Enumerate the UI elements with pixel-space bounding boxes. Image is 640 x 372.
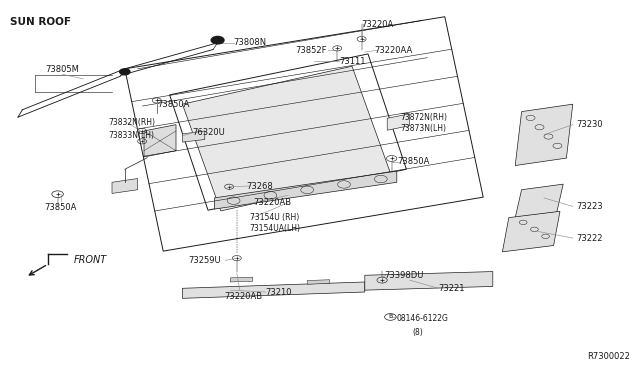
Text: 73833N(LH): 73833N(LH) bbox=[109, 131, 155, 140]
Polygon shape bbox=[182, 131, 205, 142]
Text: FRONT: FRONT bbox=[74, 256, 107, 265]
Text: 73210: 73210 bbox=[266, 288, 292, 296]
Polygon shape bbox=[144, 125, 176, 157]
Text: 73872N(RH): 73872N(RH) bbox=[400, 113, 447, 122]
Text: 08146-6122G: 08146-6122G bbox=[397, 314, 449, 323]
Polygon shape bbox=[230, 277, 253, 282]
Text: 73220A: 73220A bbox=[362, 20, 394, 29]
Circle shape bbox=[211, 36, 224, 44]
Text: 73850A: 73850A bbox=[397, 157, 429, 166]
Circle shape bbox=[120, 69, 130, 75]
Polygon shape bbox=[182, 282, 365, 298]
Polygon shape bbox=[112, 179, 138, 193]
Polygon shape bbox=[502, 211, 560, 252]
Text: 73850A: 73850A bbox=[45, 203, 77, 212]
Text: 73222: 73222 bbox=[576, 234, 602, 243]
Text: 73154U (RH): 73154U (RH) bbox=[250, 213, 299, 222]
Text: 73220AB: 73220AB bbox=[224, 292, 262, 301]
Text: B: B bbox=[388, 314, 392, 320]
Polygon shape bbox=[387, 114, 410, 130]
Text: 73220AB: 73220AB bbox=[253, 198, 291, 207]
Text: 73259U: 73259U bbox=[188, 256, 221, 265]
Polygon shape bbox=[307, 280, 330, 284]
Text: 73832N(RH): 73832N(RH) bbox=[109, 118, 156, 127]
Text: 73852F: 73852F bbox=[295, 46, 326, 55]
Text: 73223: 73223 bbox=[576, 202, 603, 211]
Polygon shape bbox=[515, 104, 573, 166]
Text: (8): (8) bbox=[413, 328, 424, 337]
Polygon shape bbox=[214, 171, 397, 209]
Text: SUN ROOF: SUN ROOF bbox=[10, 17, 70, 27]
Text: 76320U: 76320U bbox=[192, 128, 225, 137]
Text: 73230: 73230 bbox=[576, 120, 603, 129]
Text: 73111: 73111 bbox=[339, 57, 365, 66]
Text: 73154UA(LH): 73154UA(LH) bbox=[250, 224, 301, 233]
Text: 73850A: 73850A bbox=[157, 100, 189, 109]
Polygon shape bbox=[515, 184, 563, 218]
Text: 73220AA: 73220AA bbox=[374, 46, 413, 55]
Text: R7300022: R7300022 bbox=[588, 352, 630, 361]
Text: 73268: 73268 bbox=[246, 182, 273, 190]
Polygon shape bbox=[182, 66, 390, 211]
Text: 73221: 73221 bbox=[438, 284, 465, 293]
Text: 73805M: 73805M bbox=[46, 65, 79, 74]
Text: 73808N: 73808N bbox=[234, 38, 267, 47]
Text: 73873N(LH): 73873N(LH) bbox=[400, 124, 446, 133]
Polygon shape bbox=[365, 272, 493, 290]
Text: 73398DU: 73398DU bbox=[384, 271, 424, 280]
